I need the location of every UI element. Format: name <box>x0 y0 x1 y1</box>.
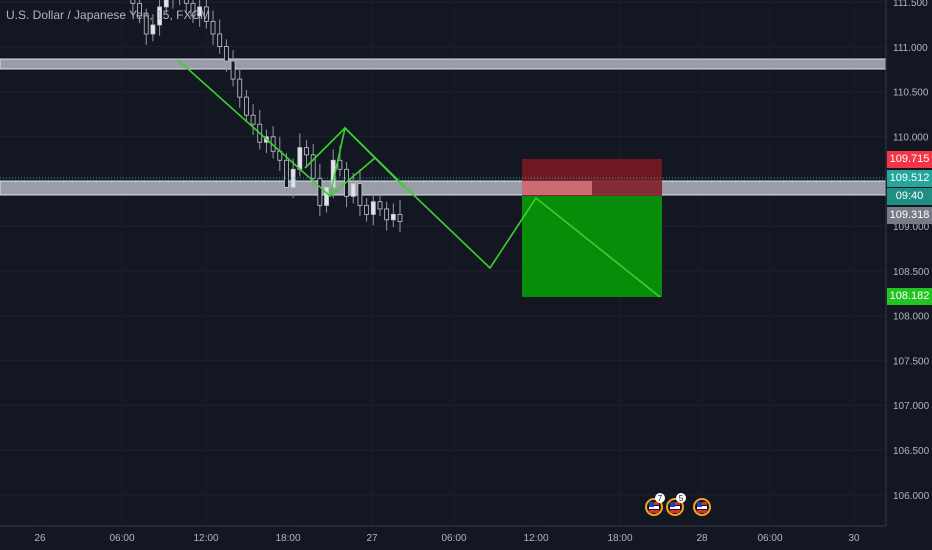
event-marker[interactable] <box>693 498 711 516</box>
time-tick-label: 18:00 <box>275 533 300 544</box>
candle-body <box>143 15 149 35</box>
time-tick-label: 06:00 <box>757 533 782 544</box>
time-axis[interactable]: 26 06:00 12:00 18:00 27 06:00 12:00 18:00 28 06:0… <box>34 533 860 544</box>
price-tick-label: 106.500 <box>893 446 930 457</box>
candle-body <box>210 20 216 35</box>
candle-body <box>130 0 136 4</box>
flag-canton <box>649 502 654 507</box>
time-tick-label: 30 <box>848 533 860 544</box>
time-tick-label: 18:00 <box>607 533 632 544</box>
price-axis[interactable]: 111.500111.000110.500110.000109.500109.0… <box>893 0 930 502</box>
candle-body <box>350 183 356 197</box>
price-tick-label: 110.000 <box>893 132 929 143</box>
candle-body <box>384 208 390 221</box>
event-count-badge <box>676 493 686 503</box>
candle-body <box>310 154 316 179</box>
event-marker[interactable]: 5 <box>666 493 686 516</box>
candle-body <box>370 201 376 215</box>
candle-body <box>297 147 303 170</box>
event-count: 5 <box>679 494 684 503</box>
flag-stripe <box>670 506 680 509</box>
flag-stripe <box>670 510 680 513</box>
flag-stripe <box>697 510 707 513</box>
price-tick-label: 109.000 <box>893 222 930 233</box>
resistance-zone[interactable] <box>0 58 887 70</box>
grid <box>0 1 886 496</box>
symbol-title: U.S. Dollar / Japanese Yen, 15, FXCM <box>6 8 211 22</box>
candle-body <box>230 60 236 80</box>
price-tick-label: 108.000 <box>893 312 930 323</box>
candle-body <box>190 2 196 17</box>
current-price-badge: 109.512 <box>887 170 932 187</box>
time-tick-label: 06:00 <box>109 533 134 544</box>
candle-body <box>203 6 209 22</box>
flag-canton <box>670 502 675 507</box>
flag-canton <box>697 502 702 507</box>
price-tick-label: 110.500 <box>893 88 929 99</box>
price-tick-label: 107.500 <box>893 356 930 367</box>
flag-upper-channel-line[interactable] <box>304 126 406 189</box>
time-tick-label: 12:00 <box>523 533 548 544</box>
candle-body <box>244 96 249 116</box>
time-tick-label: 12:00 <box>193 533 218 544</box>
time-tick-label: 06:00 <box>441 533 466 544</box>
candle-body <box>364 204 370 215</box>
target-price-badge: 108.182 <box>887 288 932 305</box>
candle-body <box>183 0 189 4</box>
event-marker[interactable]: 7 <box>645 493 665 516</box>
candle-body <box>137 2 142 17</box>
time-tick-label: 28 <box>696 533 708 544</box>
entry-price-badge: 109.318 <box>887 207 932 224</box>
candle-body <box>250 114 256 125</box>
candles <box>130 0 403 233</box>
price-tick-label: 111.500 <box>893 0 928 9</box>
stop-price-badge: 109.715 <box>887 151 932 168</box>
candle-body <box>324 186 329 206</box>
candle-body <box>157 6 162 26</box>
time-tick-label: 27 <box>366 533 378 544</box>
flag-stripe <box>697 506 707 509</box>
entry-highlight <box>522 181 592 195</box>
flag-stripe <box>649 506 659 509</box>
candle-body <box>223 46 229 62</box>
candle-body <box>390 213 396 221</box>
candle-body <box>304 147 309 156</box>
candle-body <box>284 159 289 188</box>
candle-body <box>150 24 156 35</box>
event-count-badge <box>655 493 665 503</box>
support-zone[interactable] <box>0 180 887 196</box>
price-tick-label: 111.000 <box>893 43 928 54</box>
candle-body <box>317 177 323 206</box>
candle-body <box>217 33 223 48</box>
candle-body <box>237 78 243 98</box>
price-tick-label: 106.000 <box>893 491 930 502</box>
flag-stripe <box>649 510 659 513</box>
event-count: 7 <box>658 494 663 503</box>
candle-body <box>163 0 169 8</box>
flag-inner-channel-line[interactable] <box>329 157 376 197</box>
candle-body <box>337 159 343 170</box>
candle-body <box>397 213 403 222</box>
price-tick-label: 107.000 <box>893 401 930 412</box>
time-tick-label: 26 <box>34 533 46 544</box>
candle-body <box>377 201 383 210</box>
candle-body <box>197 6 203 17</box>
price-tick-label: 108.500 <box>893 267 930 278</box>
candle-body <box>357 183 363 206</box>
countdown-badge: 09:40 <box>887 188 932 205</box>
